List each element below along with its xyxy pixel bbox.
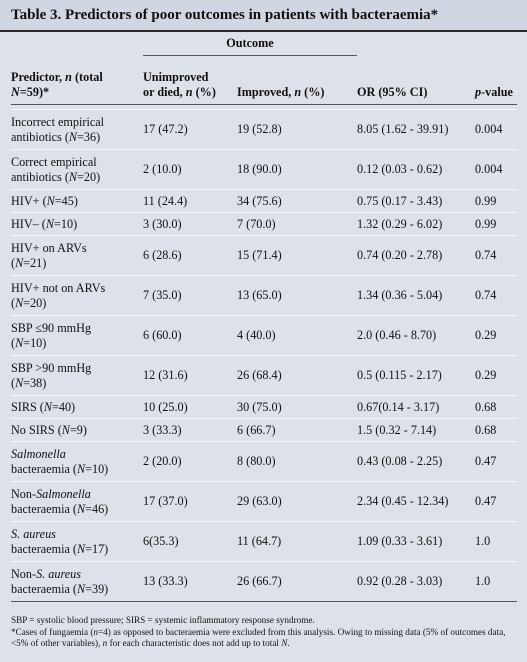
improved-cell: 19 (52.8) — [237, 122, 282, 136]
improved-cell: 13 (65.0) — [237, 288, 282, 302]
unimproved-cell: 6(35.3) — [143, 534, 179, 548]
predictor-cell: HIV+ (N=45) — [11, 193, 78, 208]
outcome-header-row: Outcome — [11, 32, 517, 56]
table-container: Outcome Predictor, n (total N=59)* Unimpr… — [0, 32, 527, 602]
unimproved-column-header: Unimproved or died, n (%) — [143, 70, 216, 99]
pvalue-cell: 0.74 — [475, 248, 497, 262]
predictor-cell: HIV+ not on ARVs (N=20) — [11, 280, 106, 310]
predictors-table: Outcome Predictor, n (total N=59)* Unimpr… — [11, 32, 517, 602]
or-cell: 0.74 (0.20 - 2.78) — [357, 248, 443, 262]
improved-cell: 7 (70.0) — [237, 216, 276, 231]
table-row: SBP >90 mmHg (N=38) 12 (31.6) 26 (68.4) 0… — [11, 356, 517, 396]
table-row: Incorrect empirical antibiotics (N=36) 17… — [11, 110, 517, 150]
pvalue-cell: 0.47 — [475, 454, 497, 468]
unimproved-cell: 10 (25.0) — [143, 399, 188, 414]
pvalue-cell: 0.99 — [475, 193, 497, 208]
pvalue-column-header: p-value — [475, 85, 513, 99]
improved-cell: 8 (80.0) — [237, 454, 276, 468]
pvalue-cell: 0.74 — [475, 288, 497, 302]
unimproved-cell: 3 (30.0) — [143, 216, 182, 231]
predictor-cell: Salmonella bacteraemia (N=10) — [11, 446, 109, 476]
predictor-cell: Non-Salmonella bacteraemia (N=46) — [11, 486, 109, 516]
unimproved-cell: 7 (35.0) — [143, 288, 182, 302]
unimproved-cell: 6 (28.6) — [143, 248, 182, 262]
improved-cell: 15 (71.4) — [237, 248, 282, 262]
improved-cell: 26 (68.4) — [237, 368, 282, 382]
or-cell: 2.34 (0.45 - 12.34) — [357, 494, 449, 508]
improved-cell: 11 (64.7) — [237, 534, 282, 548]
predictor-cell: S. aureus bacteraemia (N=17) — [11, 526, 109, 556]
pvalue-cell: 0.004 — [475, 122, 503, 136]
column-header-row: Predictor, n (total N=59)* Unimproved or d… — [11, 56, 517, 105]
predictor-column-header: Predictor, n (total N=59)* — [11, 70, 103, 99]
predictor-cell: HIV– (N=10) — [11, 216, 78, 231]
table-row: Correct empirical antibiotics (N=20) 2 (1… — [11, 150, 517, 190]
table-row: HIV– (N=10) 3 (30.0) 7 (70.0) 1.32 (0.29… — [11, 213, 517, 236]
improved-cell: 18 (90.0) — [237, 162, 282, 176]
pvalue-cell: 0.29 — [475, 328, 497, 342]
pvalue-cell: 0.004 — [475, 162, 503, 176]
unimproved-cell: 2 (20.0) — [143, 454, 182, 468]
predictor-cell: SIRS (N=40) — [11, 399, 76, 414]
improved-cell: 26 (66.7) — [237, 574, 282, 588]
improved-cell: 34 (75.6) — [237, 193, 282, 208]
predictor-cell: No SIRS (N=9) — [11, 422, 87, 437]
improved-cell: 30 (75.0) — [237, 399, 282, 414]
fungaemia-footnote: *Cases of fungaemia (n=4) as opposed to … — [11, 627, 506, 648]
or-cell: 1.32 (0.29 - 6.02) — [357, 216, 443, 231]
or-cell: 1.34 (0.36 - 5.04) — [357, 288, 443, 302]
improved-cell: 6 (66.7) — [237, 422, 276, 437]
pvalue-cell: 0.68 — [475, 399, 497, 414]
table-row: SBP ≤90 mmHg (N=10) 6 (60.0) 4 (40.0) 2.0… — [11, 316, 517, 356]
or-cell: 0.12 (0.03 - 0.62) — [357, 162, 443, 176]
or-cell: 0.75 (0.17 - 3.43) — [357, 193, 443, 208]
table-row: Non-Salmonella bacteraemia (N=46) 17 (37.… — [11, 482, 517, 522]
table-row: No SIRS (N=9) 3 (33.3) 6 (66.7) 1.5 (0.3… — [11, 419, 517, 442]
predictor-cell: HIV+ on ARVs (N=21) — [11, 240, 87, 270]
unimproved-cell: 12 (31.6) — [143, 368, 188, 382]
unimproved-cell: 13 (33.3) — [143, 574, 188, 588]
predictor-cell: Correct empirical antibiotics (N=20) — [11, 154, 101, 184]
unimproved-cell: 6 (60.0) — [143, 328, 182, 342]
table-row: SIRS (N=40) 10 (25.0) 30 (75.0) 0.67(0.1… — [11, 396, 517, 419]
or-cell: 8.05 (1.62 - 39.91) — [357, 122, 449, 136]
table-row: Non-S. aureus bacteraemia (N=39) 13 (33.3… — [11, 562, 517, 602]
improved-cell: 4 (40.0) — [237, 328, 276, 342]
unimproved-cell: 11 (24.4) — [143, 193, 188, 208]
improved-column-header: Improved, n (%) — [237, 85, 325, 99]
unimproved-cell: 3 (33.3) — [143, 422, 182, 437]
predictor-cell: Incorrect empirical antibiotics (N=36) — [11, 114, 105, 144]
or-cell: 0.5 (0.115 - 2.17) — [357, 368, 442, 382]
predictor-cell: Non-S. aureus bacteraemia (N=39) — [11, 566, 109, 596]
table-row: Salmonella bacteraemia (N=10) 2 (20.0) 8 … — [11, 442, 517, 482]
table-row: HIV+ on ARVs (N=21) 6 (28.6) 15 (71.4) 0.… — [11, 236, 517, 276]
table-footnotes: SBP = systolic blood pressure; SIRS = sy… — [0, 615, 527, 649]
improved-cell: 29 (63.0) — [237, 494, 282, 508]
or-cell: 1.5 (0.32 - 7.14) — [357, 422, 437, 437]
unimproved-cell: 17 (47.2) — [143, 122, 188, 136]
table-row: S. aureus bacteraemia (N=17) 6(35.3) 11 (… — [11, 522, 517, 562]
unimproved-cell: 2 (10.0) — [143, 162, 182, 176]
predictor-cell: SBP >90 mmHg (N=38) — [11, 360, 92, 390]
abbreviations-footnote: SBP = systolic blood pressure; SIRS = sy… — [11, 615, 315, 625]
pvalue-cell: 0.47 — [475, 494, 497, 508]
predictor-cell: SBP ≤90 mmHg (N=10) — [11, 320, 92, 350]
pvalue-cell: 1.0 — [475, 534, 491, 548]
unimproved-cell: 17 (37.0) — [143, 494, 188, 508]
table-row: HIV+ (N=45) 11 (24.4) 34 (75.6) 0.75 (0.… — [11, 190, 517, 213]
pvalue-cell: 0.68 — [475, 422, 497, 437]
outcome-group-header: Outcome — [143, 36, 357, 56]
pvalue-cell: 0.99 — [475, 216, 497, 231]
or-cell: 0.92 (0.28 - 3.03) — [357, 574, 443, 588]
or-cell: 0.43 (0.08 - 2.25) — [357, 454, 443, 468]
or-column-header: OR (95% CI) — [357, 85, 428, 99]
or-cell: 1.09 (0.33 - 3.61) — [357, 534, 443, 548]
table-row: HIV+ not on ARVs (N=20) 7 (35.0) 13 (65.0… — [11, 276, 517, 316]
or-cell: 0.67(0.14 - 3.17) — [357, 399, 440, 414]
table-title: Table 3. Predictors of poor outcomes in … — [0, 0, 527, 32]
pvalue-cell: 0.29 — [475, 368, 497, 382]
pvalue-cell: 1.0 — [475, 574, 491, 588]
or-cell: 2.0 (0.46 - 8.70) — [357, 328, 437, 342]
